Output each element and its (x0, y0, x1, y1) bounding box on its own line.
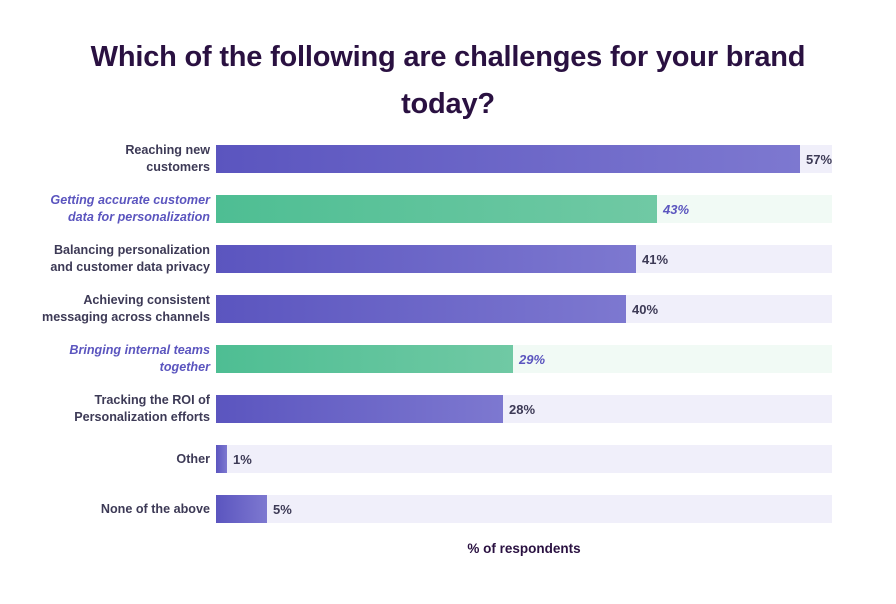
bar-category-label: Balancing personalization and customer d… (50, 243, 210, 274)
bar-fill (216, 445, 227, 473)
bar-track: 28% (216, 395, 832, 423)
bar-track: 43% (216, 195, 832, 223)
bar-value-label: 29% (519, 351, 546, 367)
bar-fill (216, 245, 636, 273)
bar-row: Achieving consistent messaging across ch… (0, 293, 896, 345)
bar-category-label: Other (176, 451, 210, 466)
bar-fill (216, 195, 657, 223)
bar-category-label: None of the above (100, 501, 210, 516)
bar-category-label: Reaching new customers (125, 143, 210, 174)
bar-fill (216, 395, 503, 423)
bar-value-label: 5% (273, 501, 292, 517)
bar-row: Other 1% (0, 445, 896, 495)
bar-row: Tracking the ROI of Personalization effo… (0, 393, 896, 445)
bar-value-label: 41% (642, 251, 669, 267)
bar-fill (216, 345, 513, 373)
bar-category-label: Achieving consistent messaging across ch… (42, 293, 210, 324)
bar-fill (216, 495, 267, 523)
bar-track: 29% (216, 345, 832, 373)
bar-value-label: 1% (233, 451, 252, 467)
bar-value-label: 40% (632, 301, 659, 317)
bar-category-label: Getting accurate customer data for perso… (50, 193, 210, 224)
x-axis-caption: % of respondents (467, 541, 581, 556)
bar-fill (216, 145, 800, 173)
bar-fill (216, 295, 626, 323)
bar-value-label: 28% (509, 401, 536, 417)
chart-plot-area: Reaching new customers 57% Getting accur… (0, 143, 896, 545)
bar-value-label: 57% (806, 151, 833, 167)
bar-value-label: 43% (663, 201, 690, 217)
bar-row: Reaching new customers 57% (0, 143, 896, 195)
bar-track: 1% (216, 445, 832, 473)
chart-title: Which of the following are challenges fo… (90, 41, 806, 120)
bar-row: None of the above 5% (0, 495, 896, 545)
bar-track: 40% (216, 295, 832, 323)
bar-row: Balancing personalization and customer d… (0, 243, 896, 295)
bar-track: 57% (216, 145, 832, 173)
bar-row: Bringing internal teams together 29% (0, 343, 896, 395)
bar-category-label: Bringing internal teams together (69, 343, 210, 374)
bar-track: 5% (216, 495, 832, 523)
bar-row: Getting accurate customer data for perso… (0, 193, 896, 245)
bar-track: 41% (216, 245, 832, 273)
bar-category-label: Tracking the ROI of Personalization effo… (74, 393, 210, 424)
